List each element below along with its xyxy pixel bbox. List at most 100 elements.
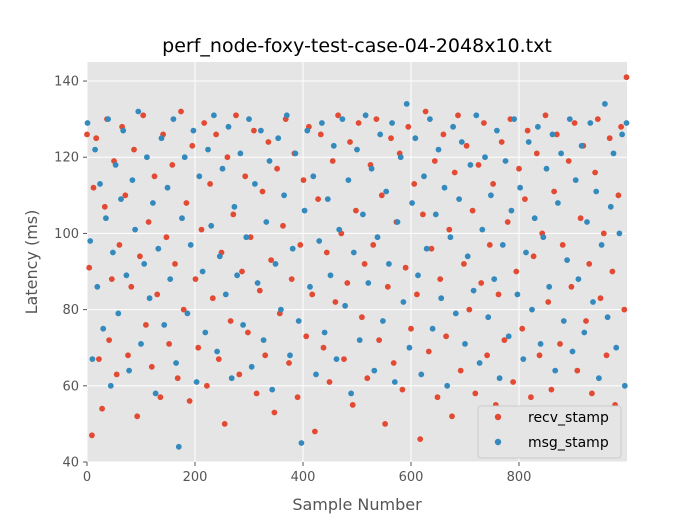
data-point <box>359 314 365 321</box>
data-point <box>537 341 544 347</box>
data-point <box>300 177 307 184</box>
data-point <box>292 150 299 157</box>
data-point <box>488 192 494 199</box>
data-point <box>514 291 521 298</box>
data-point <box>97 181 103 187</box>
data-point <box>181 154 188 161</box>
y-tick-label: 60 <box>62 379 79 394</box>
data-point <box>475 162 482 168</box>
data-point <box>116 242 123 248</box>
data-point <box>283 112 290 119</box>
data-point <box>469 207 476 214</box>
data-point <box>236 371 243 378</box>
data-point <box>269 386 276 393</box>
data-point <box>524 127 531 134</box>
data-point <box>179 215 185 222</box>
data-point <box>190 127 197 134</box>
data-point <box>467 162 474 168</box>
data-point <box>457 367 464 374</box>
legend-label-msg-stamp: msg_stamp <box>528 435 609 451</box>
data-point <box>319 120 325 126</box>
data-point <box>609 268 616 275</box>
data-point <box>175 443 182 450</box>
data-point <box>390 360 397 366</box>
data-point <box>586 261 593 267</box>
data-point <box>446 226 453 233</box>
data-point <box>145 219 152 225</box>
data-point <box>361 261 368 267</box>
data-point <box>581 329 588 336</box>
data-point <box>438 295 445 302</box>
data-point <box>84 131 90 138</box>
data-point <box>219 165 226 172</box>
data-point <box>326 379 333 385</box>
data-point <box>120 127 127 134</box>
legend-marker-msg-stamp <box>494 438 502 446</box>
data-point <box>607 203 614 210</box>
data-point <box>463 142 470 149</box>
data-point <box>613 344 620 351</box>
data-point <box>174 375 181 382</box>
data-point <box>504 219 511 225</box>
data-point <box>227 318 234 324</box>
data-point <box>616 230 623 237</box>
data-point <box>440 131 447 138</box>
y-tick-label: 80 <box>62 303 79 318</box>
data-point <box>421 173 427 180</box>
data-point <box>568 283 575 290</box>
data-point <box>228 375 235 382</box>
data-point <box>619 131 625 138</box>
data-point <box>323 249 330 256</box>
data-point <box>397 154 404 161</box>
data-point <box>523 249 529 256</box>
data-point <box>519 325 526 332</box>
data-point <box>496 375 503 382</box>
data-point <box>287 352 293 359</box>
data-point <box>451 169 458 176</box>
data-point <box>371 367 378 374</box>
data-point <box>99 405 105 412</box>
data-point <box>564 257 570 263</box>
data-point <box>272 261 279 267</box>
data-point <box>262 352 269 359</box>
data-point <box>336 226 343 233</box>
data-point <box>606 135 613 142</box>
data-point <box>265 139 272 145</box>
data-point <box>560 318 567 324</box>
data-point <box>406 344 413 351</box>
data-point <box>542 112 549 119</box>
data-point <box>621 306 628 313</box>
data-point <box>297 242 304 248</box>
data-point <box>597 295 604 302</box>
legend-label-recv-stamp: recv_stamp <box>528 410 609 426</box>
data-point <box>592 169 598 176</box>
data-point <box>157 394 164 401</box>
data-point <box>403 101 410 107</box>
data-point <box>135 108 142 115</box>
data-point <box>108 276 115 282</box>
data-point <box>298 440 305 446</box>
data-point <box>484 352 490 359</box>
data-point <box>423 245 430 252</box>
data-point <box>347 139 353 145</box>
data-point <box>360 211 366 218</box>
data-point <box>152 390 159 397</box>
data-point <box>320 344 327 351</box>
data-point <box>189 142 196 149</box>
y-tick-label: 120 <box>54 151 79 166</box>
data-point <box>603 352 610 359</box>
data-point <box>388 135 394 142</box>
data-point <box>377 131 384 138</box>
data-point <box>180 306 187 313</box>
data-point <box>313 371 319 378</box>
data-point <box>110 249 116 256</box>
data-point <box>173 360 180 366</box>
data-point <box>565 158 572 164</box>
data-point <box>344 280 351 286</box>
data-point <box>172 261 178 267</box>
y-tick-label: 140 <box>54 75 79 90</box>
data-point <box>491 276 498 282</box>
data-point <box>213 131 220 138</box>
data-point <box>339 116 346 122</box>
data-point <box>242 173 249 180</box>
